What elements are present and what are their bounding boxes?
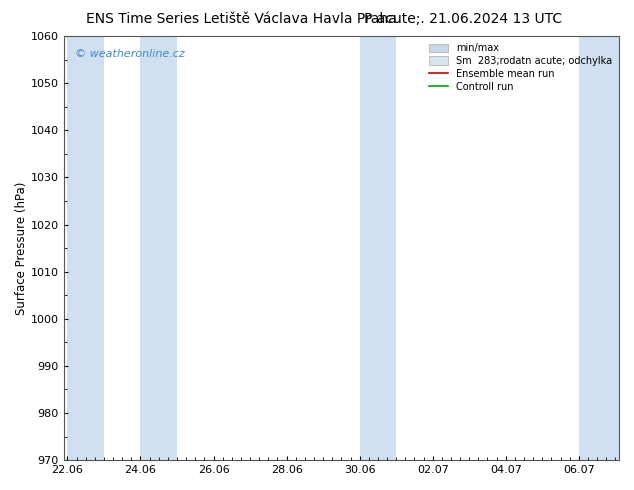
Text: ENS Time Series Letiště Václava Havla Praha: ENS Time Series Letiště Václava Havla Pr… [86,12,396,26]
Bar [579,36,619,460]
Text: © weatheronline.cz: © weatheronline.cz [75,49,184,59]
Bar [141,36,177,460]
Bar [67,36,104,460]
Legend: min/max, Sm  283;rodatn acute; odchylka, Ensemble mean run, Controll run: min/max, Sm 283;rodatn acute; odchylka, … [425,39,616,96]
Text: P acute;. 21.06.2024 13 UTC: P acute;. 21.06.2024 13 UTC [364,12,562,26]
Y-axis label: Surface Pressure (hPa): Surface Pressure (hPa) [15,181,28,315]
Bar [359,36,396,460]
